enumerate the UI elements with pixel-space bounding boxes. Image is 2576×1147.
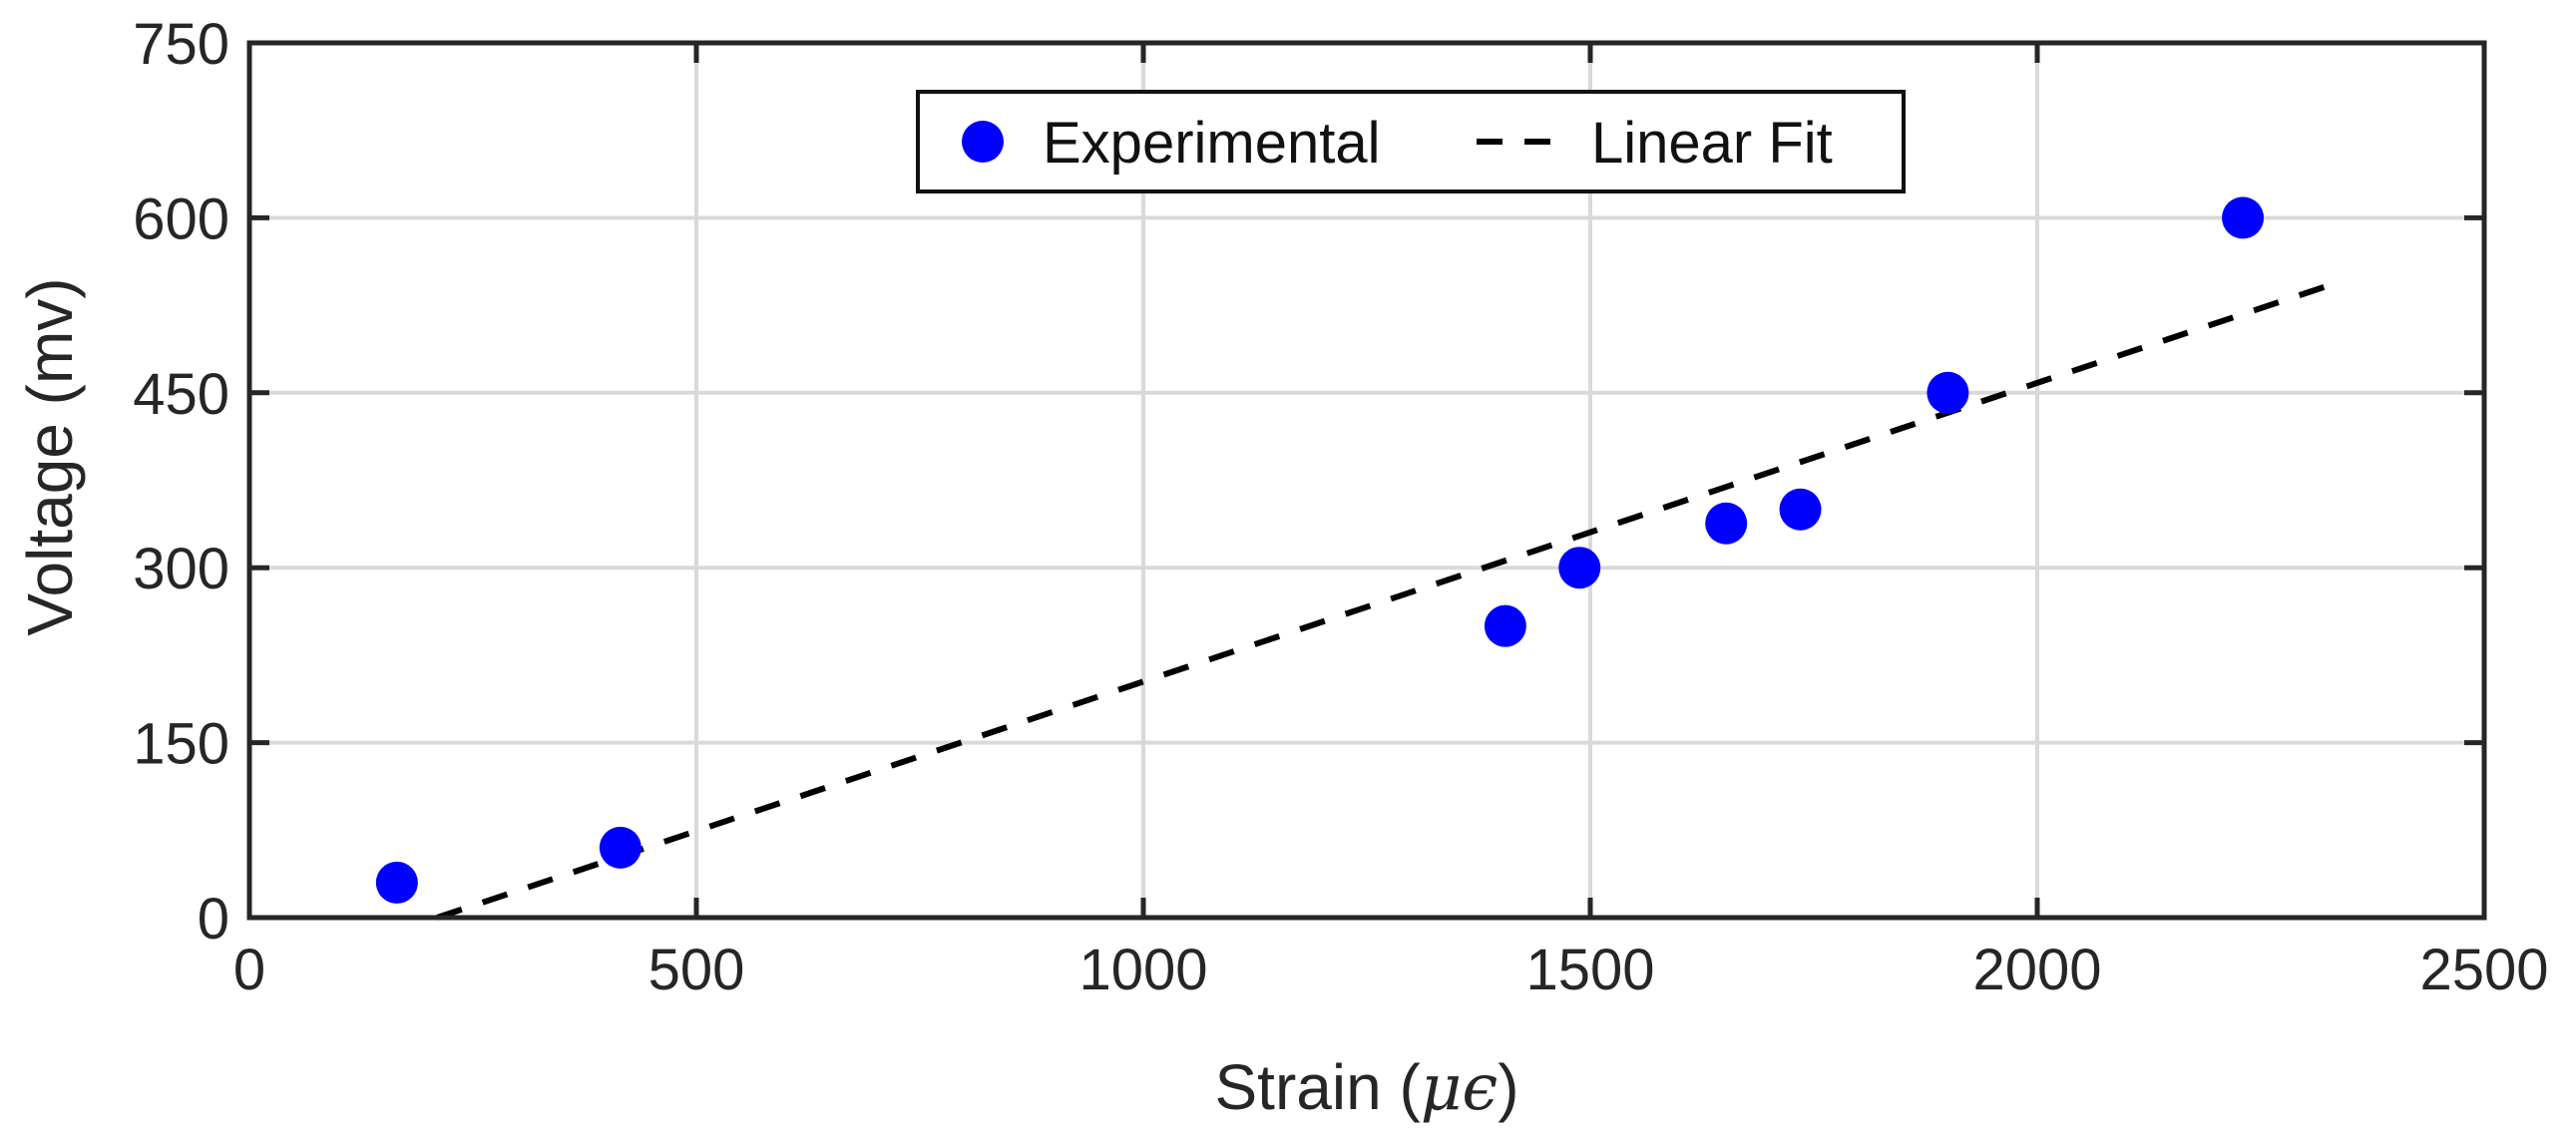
- y-tick-label: 0: [198, 887, 229, 952]
- legend: Experimental Linear Fit: [916, 90, 1906, 193]
- series-layer: [375, 196, 2334, 921]
- x-tick-label: 1500: [1525, 938, 1654, 1002]
- data-point: [599, 826, 642, 869]
- x-axis-label: Strain (μϵ): [1214, 1051, 1518, 1125]
- data-point: [1927, 371, 1969, 414]
- legend-label-linear-fit: Linear Fit: [1591, 111, 1833, 176]
- data-point: [1558, 547, 1601, 589]
- data-point: [1484, 604, 1526, 647]
- y-tick-label: 600: [133, 187, 229, 251]
- data-point: [375, 861, 418, 904]
- y-tick-label: 300: [133, 537, 229, 601]
- legend-box: [916, 90, 1906, 193]
- linear-fit-line: [436, 281, 2334, 921]
- y-tick-label: 450: [133, 362, 229, 427]
- data-point: [1705, 502, 1748, 545]
- data-point: [2222, 196, 2265, 239]
- x-tick-label: 2500: [2419, 938, 2548, 1002]
- legend-label-experimental: Experimental: [1043, 111, 1380, 176]
- axes-frame: [246, 40, 2487, 921]
- x-tick-label: 1000: [1078, 938, 1207, 1002]
- y-axis-label: Voltage (mv): [14, 277, 86, 635]
- legend-marker-experimental: [962, 121, 1004, 163]
- data-point: [1779, 488, 1822, 531]
- x-tick-label: 0: [233, 938, 265, 1002]
- y-tick-label: 150: [133, 712, 229, 777]
- x-tick-label: 2000: [1972, 938, 2101, 1002]
- axis-ticks: 0 500 1000 1500 2000 2500 0 150 300 450 600 750: [133, 12, 2548, 1002]
- x-tick-label: 500: [648, 938, 745, 1002]
- y-tick-label: 750: [133, 12, 229, 77]
